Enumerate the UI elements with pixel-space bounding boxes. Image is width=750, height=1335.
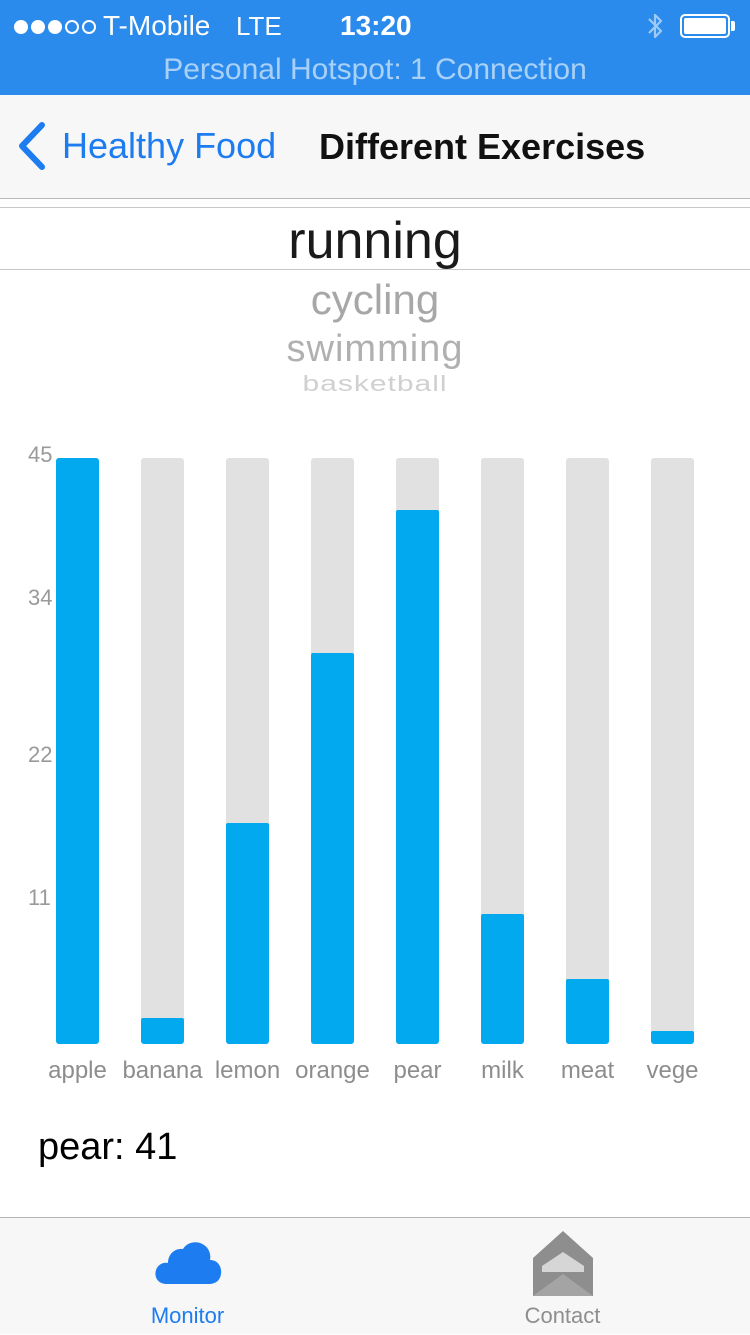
envelope-icon <box>532 1231 593 1296</box>
x-axis-label-milk: milk <box>481 1057 524 1084</box>
x-axis-label-apple: apple <box>48 1057 107 1084</box>
picker-option-swimming[interactable]: swimming <box>286 328 464 370</box>
picker-option-running[interactable]: running <box>288 212 462 270</box>
tab-bar: Monitor Contact <box>0 1217 750 1334</box>
x-axis-label-lemon: lemon <box>214 1057 281 1084</box>
tab-contact-label: Contact <box>524 1303 601 1328</box>
chevron-left-icon <box>19 122 45 170</box>
tab-monitor-label: Monitor <box>150 1303 225 1328</box>
battery-tip <box>731 21 735 31</box>
picker-option-cycling[interactable]: cycling <box>310 276 440 323</box>
bar-fill-apple <box>56 458 99 1044</box>
y-axis-tick-label: 22 <box>28 741 53 767</box>
x-axis-label-pear: pear <box>393 1057 442 1084</box>
bar-fill-orange <box>311 653 354 1044</box>
x-axis-label-banana: banana <box>122 1057 203 1084</box>
page-title: Different Exercises <box>319 126 646 167</box>
bar-milk[interactable] <box>481 458 524 1044</box>
y-axis-tick-label: 45 <box>28 442 53 467</box>
bar-orange[interactable] <box>311 458 354 1044</box>
picker-option-basketball[interactable]: basketball <box>302 371 448 395</box>
selected-value-readout: pear: 41 <box>38 1126 178 1168</box>
bluetooth-icon <box>648 13 663 39</box>
battery-icon <box>680 14 730 38</box>
bar-fill-milk <box>481 913 524 1044</box>
x-axis-label-meat: meat <box>560 1057 615 1084</box>
tab-monitor[interactable]: Monitor <box>0 1218 375 1335</box>
bar-banana[interactable] <box>141 458 184 1044</box>
food-bar-chart: 45 34 22 11 apple banana lemon orange pear milk me… <box>0 430 750 1110</box>
hotspot-banner[interactable]: Personal Hotspot: 1 Connection <box>163 53 587 86</box>
exercise-picker[interactable]: running cycling swimming basketball <box>0 205 750 395</box>
bar-fill-meat <box>566 978 609 1044</box>
bar-fill-pear <box>396 510 439 1044</box>
network-type: LTE <box>236 11 282 41</box>
bar-vege[interactable] <box>651 458 694 1044</box>
bar-meat[interactable] <box>566 458 609 1044</box>
tab-contact[interactable]: Contact <box>375 1218 750 1335</box>
back-button[interactable]: Healthy Food <box>14 121 276 171</box>
bar-fill-vege <box>651 1030 694 1044</box>
back-button-label: Healthy Food <box>62 125 277 166</box>
cloud-icon <box>154 1242 221 1284</box>
carrier-name: T-Mobile <box>103 10 211 41</box>
bar-lemon[interactable] <box>226 458 269 1044</box>
navigation-bar: Healthy Food Different Exercises <box>0 95 750 199</box>
picker-divider-top <box>0 207 750 208</box>
signal-strength-icon <box>14 20 96 34</box>
status-time: 13:20 <box>340 10 412 41</box>
x-axis-label-orange: orange <box>295 1057 370 1084</box>
bar-pear[interactable] <box>396 458 439 1044</box>
bar-fill-lemon <box>226 822 269 1044</box>
y-axis-tick-label: 34 <box>28 585 53 611</box>
picker-divider-bottom <box>0 269 750 270</box>
y-axis-tick-label: 11 <box>28 884 51 910</box>
status-bar: T-Mobile LTE 13:20 Personal Hotspot: 1 C… <box>0 0 750 95</box>
bar-apple[interactable] <box>56 458 99 1044</box>
bar-fill-banana <box>141 1017 184 1044</box>
x-axis-label-vege: vege <box>646 1057 699 1084</box>
